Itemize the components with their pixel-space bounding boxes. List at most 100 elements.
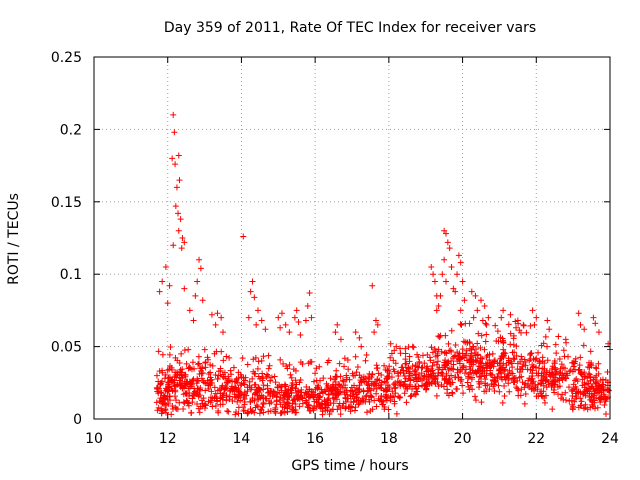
data-point — [482, 320, 489, 327]
data-point — [292, 409, 299, 416]
data-point — [199, 364, 206, 371]
data-point — [166, 351, 173, 358]
data-point — [411, 368, 418, 375]
data-point — [454, 386, 461, 393]
data-point — [495, 382, 502, 389]
data-point — [327, 375, 334, 382]
data-point — [185, 346, 192, 353]
data-point — [256, 410, 263, 417]
data-point-outlier — [253, 321, 260, 328]
data-point — [226, 354, 233, 361]
data-point-outlier — [302, 317, 309, 324]
data-point — [565, 353, 572, 360]
data-point — [463, 350, 470, 357]
data-point-outlier — [212, 321, 219, 328]
data-point — [494, 373, 501, 380]
data-point — [193, 389, 200, 396]
data-point — [194, 375, 201, 382]
data-point — [378, 393, 385, 400]
data-point-outlier — [393, 343, 400, 350]
data-point — [553, 350, 560, 357]
data-point — [182, 390, 189, 397]
data-point — [215, 408, 222, 415]
data-point — [368, 374, 375, 381]
data-point — [507, 341, 514, 348]
data-point — [312, 391, 319, 398]
data-point — [241, 399, 248, 406]
data-point — [265, 352, 272, 359]
data-point — [410, 344, 417, 351]
data-point-outlier — [352, 329, 359, 336]
data-point — [521, 400, 528, 407]
data-point — [593, 394, 600, 401]
data-point — [412, 390, 419, 397]
data-point — [265, 389, 272, 396]
data-point — [518, 386, 525, 393]
data-point-outlier — [468, 288, 475, 295]
data-point — [483, 321, 490, 328]
data-point — [166, 384, 173, 391]
data-point — [335, 381, 342, 388]
data-point-outlier — [295, 318, 302, 325]
data-point — [449, 355, 456, 362]
data-point — [266, 362, 273, 369]
data-point-outlier — [277, 324, 284, 331]
data-point — [153, 399, 160, 406]
data-point-outlier — [194, 278, 201, 285]
data-point — [315, 384, 322, 391]
data-point — [560, 347, 567, 354]
data-point — [556, 356, 563, 363]
data-point — [258, 357, 265, 364]
data-point — [443, 350, 450, 357]
data-point — [288, 387, 295, 394]
data-point — [211, 384, 218, 391]
data-point — [479, 355, 486, 362]
data-point — [469, 386, 476, 393]
data-point — [545, 378, 552, 385]
data-point — [255, 373, 262, 380]
data-point — [157, 380, 164, 387]
data-point — [511, 356, 518, 363]
data-point-outlier — [251, 294, 258, 301]
data-point-outlier — [442, 278, 449, 285]
data-point — [337, 411, 344, 418]
data-point — [571, 366, 578, 373]
data-point — [285, 390, 292, 397]
data-point — [316, 363, 323, 370]
data-point — [286, 361, 293, 368]
data-point — [423, 386, 430, 393]
data-point — [212, 403, 219, 410]
data-point — [223, 353, 230, 360]
data-point — [169, 366, 176, 373]
data-point — [252, 354, 259, 361]
data-point-outlier — [562, 336, 569, 343]
data-point — [327, 408, 334, 415]
data-point — [544, 343, 551, 350]
data-point — [501, 383, 508, 390]
data-point — [181, 347, 188, 354]
data-point — [328, 388, 335, 395]
data-point — [305, 360, 312, 367]
data-point — [467, 369, 474, 376]
data-point — [434, 350, 441, 357]
data-point — [465, 373, 472, 380]
data-point-outlier — [258, 317, 265, 324]
data-point — [159, 351, 166, 358]
data-point — [158, 405, 165, 412]
data-point — [380, 387, 387, 394]
data-point — [265, 408, 272, 415]
data-point — [471, 393, 478, 400]
data-point — [333, 367, 340, 374]
data-point-outlier — [181, 285, 188, 292]
data-point — [284, 365, 291, 372]
data-point — [198, 397, 205, 404]
data-point — [483, 365, 490, 372]
data-point-outlier — [175, 210, 182, 217]
data-point — [430, 359, 437, 366]
data-point — [409, 363, 416, 370]
data-point — [341, 355, 348, 362]
data-point — [272, 410, 279, 417]
data-point — [254, 403, 261, 410]
data-point — [514, 377, 521, 384]
data-point-outlier — [162, 263, 169, 270]
